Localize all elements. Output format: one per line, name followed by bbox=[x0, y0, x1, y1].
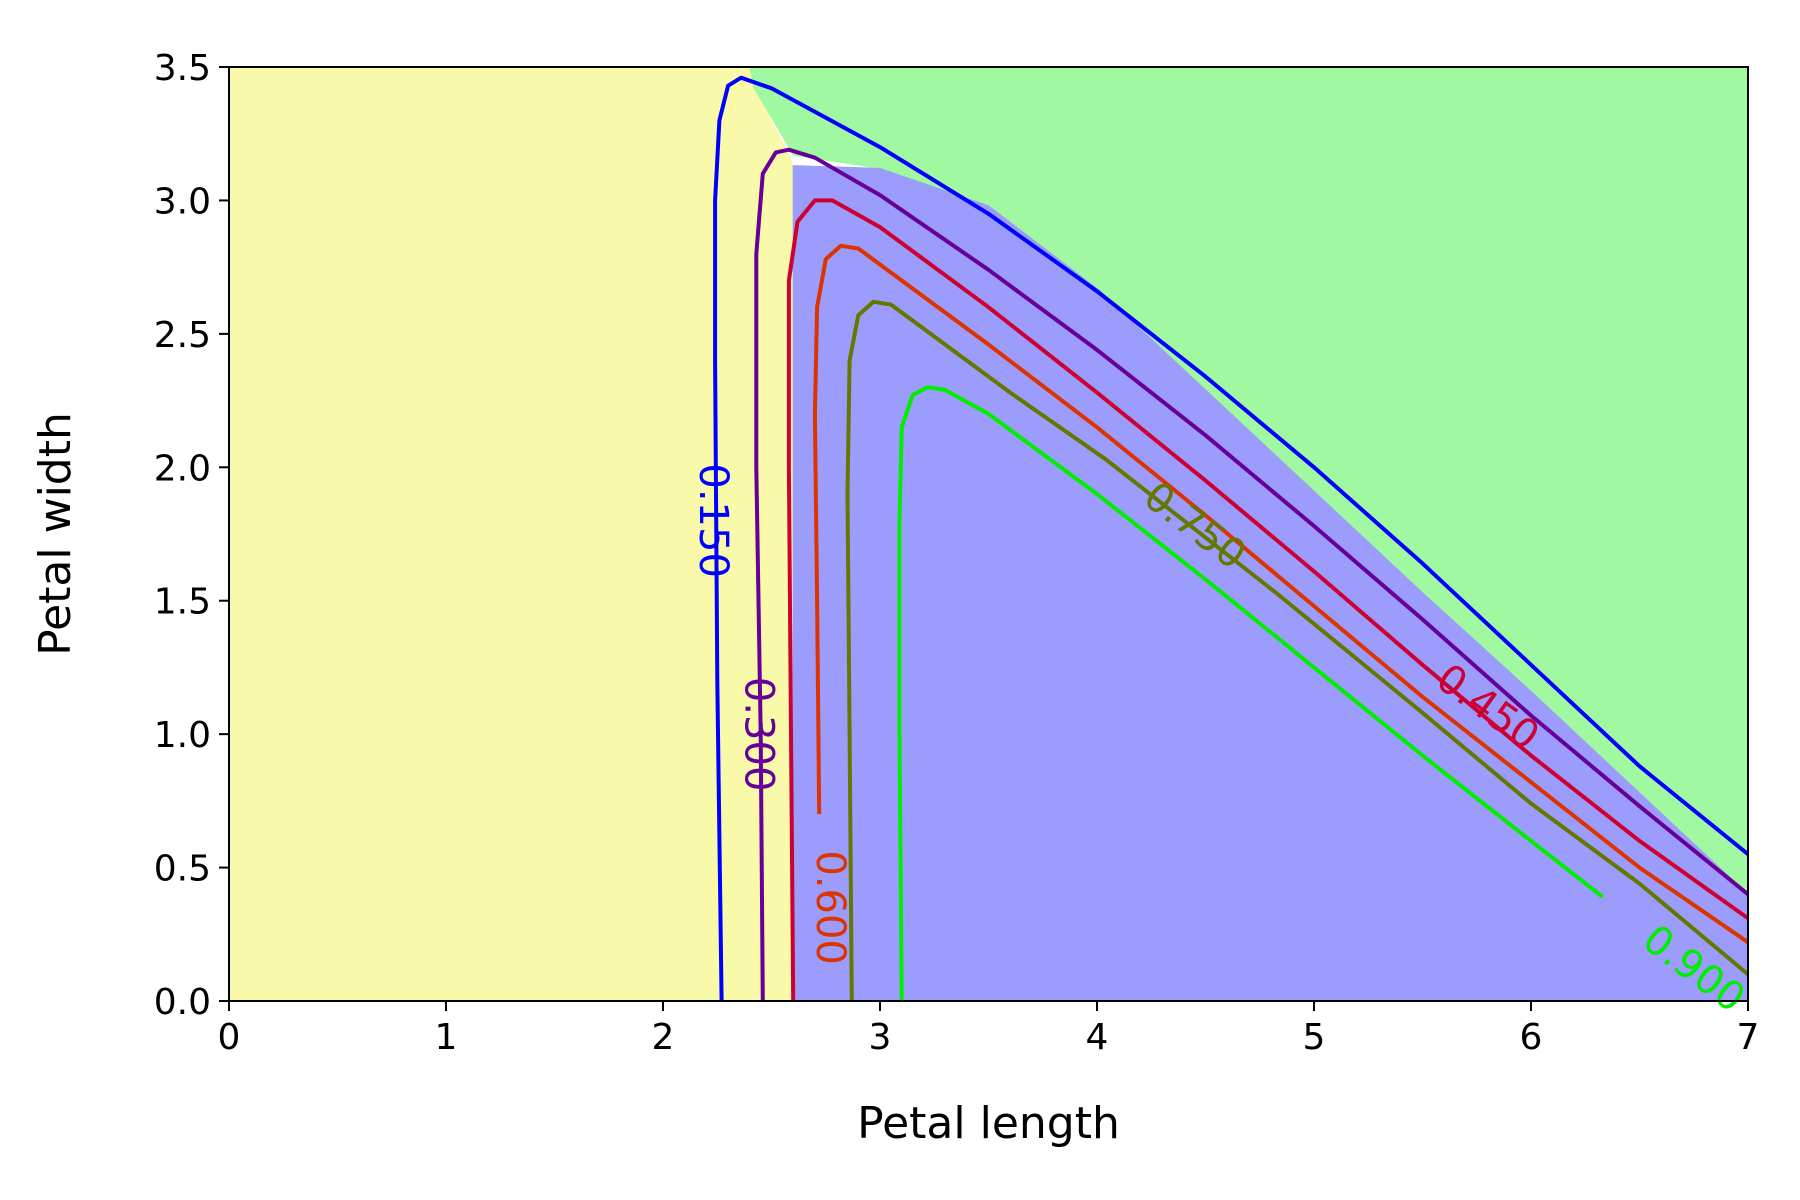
plot-frame bbox=[228, 66, 1749, 1002]
y-tick-label: 2.5 bbox=[154, 315, 211, 356]
contour-label-0.600: 0.600 bbox=[807, 850, 853, 965]
contour-line-0.150 bbox=[713, 75, 1748, 1001]
x-tick-label: 2 bbox=[652, 1017, 675, 1058]
contour-line-0.300 bbox=[754, 147, 1748, 1001]
x-tick-label: 0 bbox=[218, 1017, 241, 1058]
decision-regions bbox=[229, 67, 1748, 1001]
contour-label-0.150: 0.150 bbox=[690, 463, 736, 578]
x-tick-label: 5 bbox=[1303, 1017, 1326, 1058]
contour-line-0.900 bbox=[897, 385, 1604, 1001]
contour-label-0.300: 0.300 bbox=[735, 677, 781, 792]
y-tick-label: 1.5 bbox=[154, 582, 211, 623]
y-tick-label: 3.5 bbox=[154, 48, 211, 89]
x-tick-label: 4 bbox=[1086, 1017, 1109, 1058]
x-axis-ticks: 0 1 2 3 4 5 6 7 bbox=[218, 1001, 1760, 1058]
contour-line-0.750 bbox=[845, 299, 1748, 1001]
y-tick-label: 0.0 bbox=[154, 982, 211, 1023]
y-tick-label: 3.0 bbox=[154, 181, 211, 222]
contour-line-0.600 bbox=[812, 243, 1748, 944]
x-tick-label: 7 bbox=[1737, 1017, 1760, 1058]
y-tick-label: 0.5 bbox=[154, 849, 211, 890]
x-tick-label: 6 bbox=[1520, 1017, 1543, 1058]
y-axis-title: Petal width bbox=[30, 412, 81, 656]
x-tick-label: 1 bbox=[435, 1017, 458, 1058]
y-tick-label: 2.0 bbox=[154, 448, 211, 489]
y-tick-label: 1.0 bbox=[154, 715, 211, 756]
contour-line-0.450 bbox=[786, 198, 1748, 1001]
x-axis-title: Petal length bbox=[857, 1098, 1120, 1149]
contour-lines bbox=[713, 75, 1748, 1001]
x-tick-label: 3 bbox=[869, 1017, 892, 1058]
decision-region-3 bbox=[792, 165, 1748, 1001]
y-axis-ticks: 0.0 0.5 1.0 1.5 2.0 2.5 3.0 3.5 bbox=[154, 48, 229, 1023]
